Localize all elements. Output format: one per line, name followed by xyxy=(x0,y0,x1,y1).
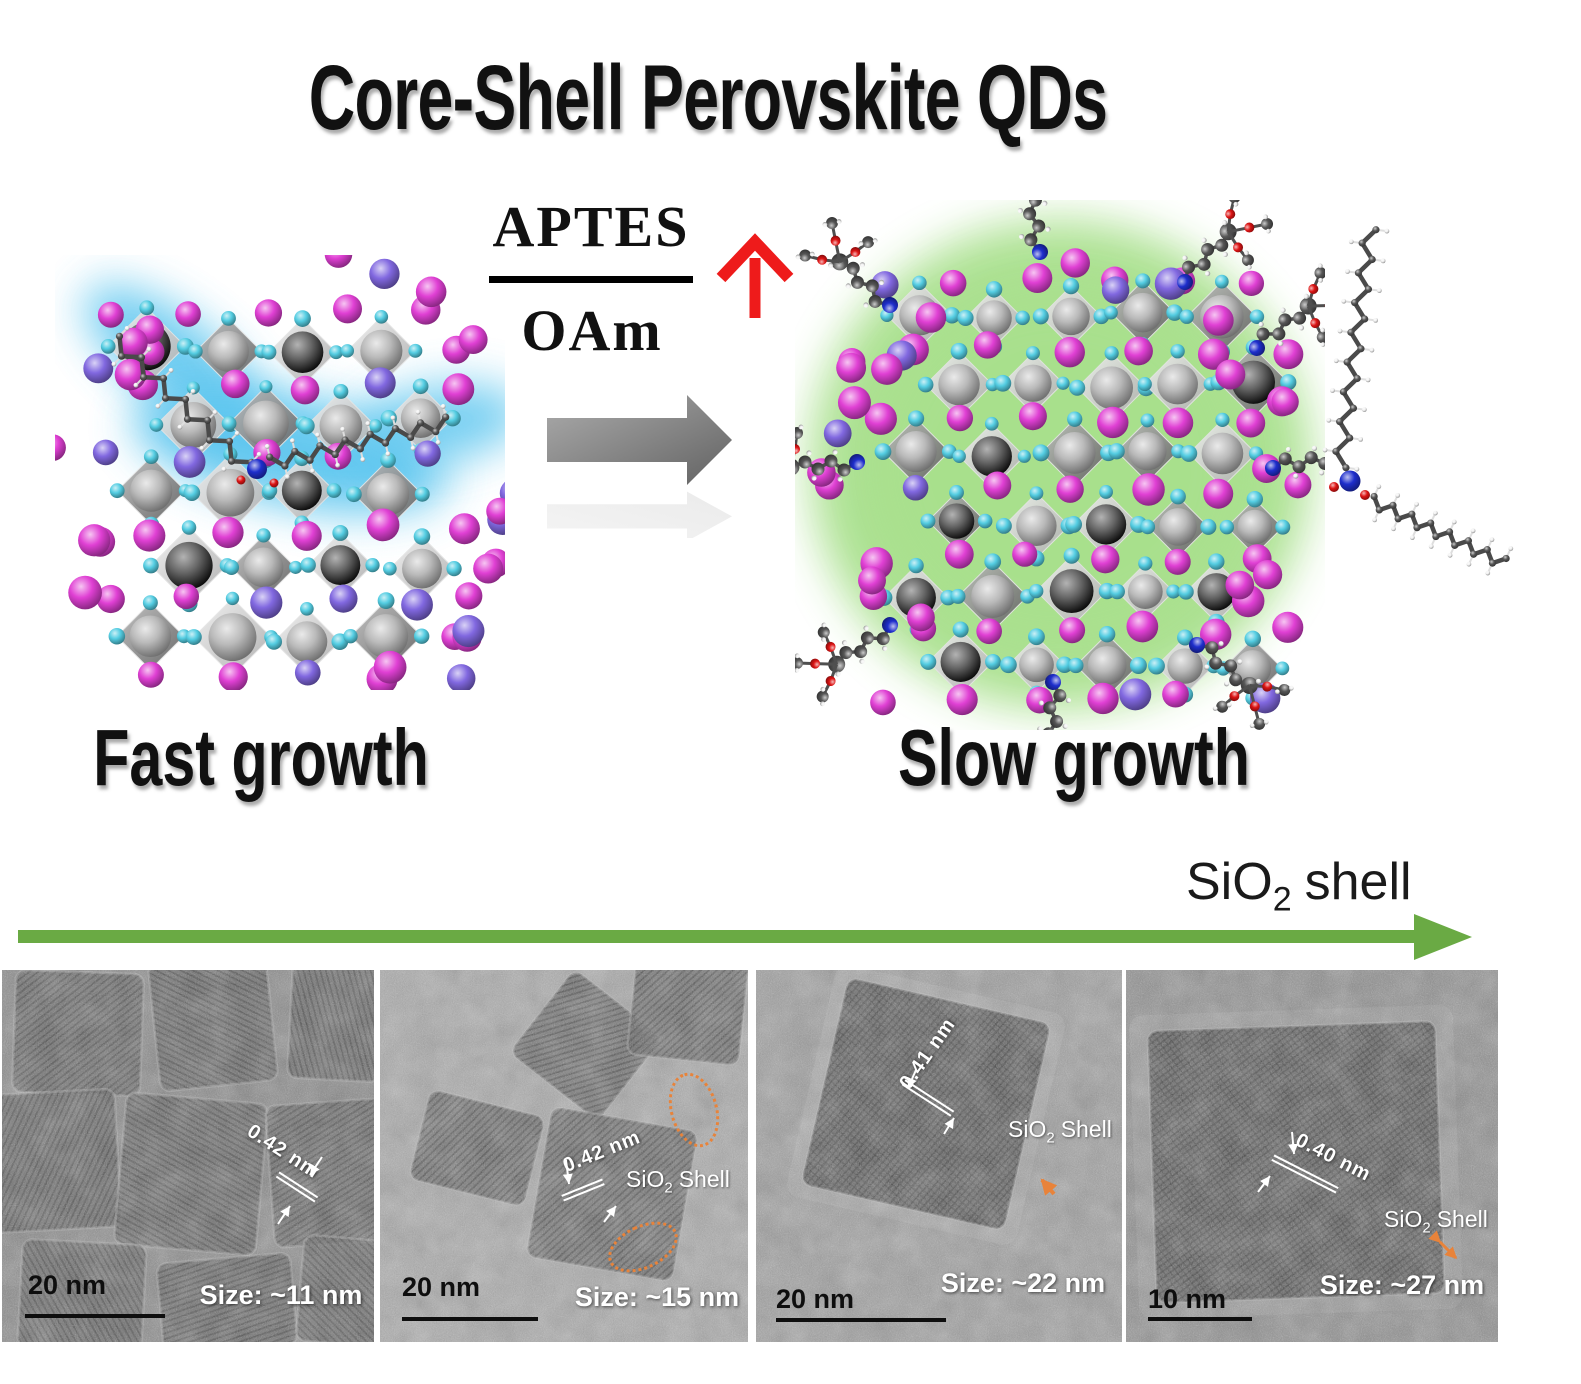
fast-growth-label: Fast growth xyxy=(93,713,429,802)
sio2-shell-arrow-body xyxy=(18,930,1416,943)
sio2-shell-annotation: SiO2 Shell xyxy=(1384,1206,1488,1237)
particle-size-label: Size: ~11 nm xyxy=(199,1280,363,1310)
shell-prefix: SiO xyxy=(1008,1116,1047,1142)
figure-title: Core-Shell Perovskite QDs xyxy=(308,47,1108,149)
scale-bar xyxy=(25,1314,165,1318)
shell-suffix: Shell xyxy=(678,1166,730,1192)
scale-bar xyxy=(1148,1317,1252,1321)
shell-width-orange-arrow-icon xyxy=(1428,1230,1458,1260)
shell-sub: 2 xyxy=(664,1179,673,1197)
measure-arrow-icon xyxy=(943,1117,955,1135)
sio2-shell-annotation: SiO2 Shell xyxy=(1008,1116,1112,1147)
shell-prefix: SiO xyxy=(1384,1206,1423,1232)
tem-image-3: 0.41 nm SiO2 Shell 20 nm Size: ~22 nm xyxy=(756,970,1122,1342)
scale-bar-label: 20 nm xyxy=(776,1284,855,1314)
shell-sub: 2 xyxy=(1046,1129,1055,1147)
increase-arrow-icon xyxy=(716,233,794,318)
scale-bar xyxy=(776,1318,946,1322)
sio2-shell-prefix: SiO xyxy=(1186,853,1273,911)
reaction-ratio-numerator: APTES xyxy=(492,194,690,259)
tem-image-1: 0.42 nm 20 nm Size: ~11 nm xyxy=(2,970,374,1342)
shell-suffix: Shell xyxy=(1436,1206,1488,1232)
reaction-ratio-denominator: OAm xyxy=(521,298,663,363)
scale-bar-label: 20 nm xyxy=(402,1272,481,1302)
scale-bar-label: 20 nm xyxy=(28,1270,107,1300)
tem-image-2: 0.42 nm SiO2 Shell 20 nm Size: ~15 nm xyxy=(380,970,748,1342)
measure-arrow-icon xyxy=(562,1159,573,1185)
particle-size-label: Size: ~27 nm xyxy=(1319,1270,1485,1300)
shell-suffix: Shell xyxy=(1060,1116,1112,1142)
oleylamine-ligand-molecule-illustration xyxy=(1322,226,1514,576)
tem-micrograph-3 xyxy=(756,970,1122,1342)
reaction-arrow-icon xyxy=(547,395,732,538)
shell-sub: 2 xyxy=(1422,1219,1431,1237)
measure-arrow-icon xyxy=(309,1156,323,1176)
slow-growth-perovskite-crystal-illustration xyxy=(795,200,1325,730)
sio2-shell-axis-label: SiO2 shell xyxy=(1186,852,1412,919)
scale-bar xyxy=(402,1317,538,1321)
measure-arrow-icon xyxy=(603,1205,617,1223)
measure-arrow-icon xyxy=(1288,1131,1299,1155)
fraction-line xyxy=(489,276,693,283)
shell-pointer-orange-arrow-icon xyxy=(1040,1178,1058,1196)
sio2-shell-suffix: shell xyxy=(1304,853,1412,911)
shell-prefix: SiO xyxy=(626,1166,665,1192)
scale-bar-label: 10 nm xyxy=(1148,1284,1227,1314)
sio2-shell-sub: 2 xyxy=(1272,880,1292,919)
fast-growth-perovskite-crystal-illustration xyxy=(55,255,505,690)
tem-micrograph-4 xyxy=(1126,970,1498,1342)
measure-arrow-icon xyxy=(277,1205,291,1225)
particle-size-label: Size: ~22 nm xyxy=(940,1268,1106,1298)
tem-micrograph-2 xyxy=(380,970,748,1342)
particle-size-label: Size: ~15 nm xyxy=(574,1282,740,1312)
sio2-shell-annotation: SiO2 Shell xyxy=(626,1166,730,1197)
sio2-shell-arrow-head xyxy=(1414,914,1472,960)
tem-micrograph-1 xyxy=(2,970,374,1342)
measure-arrow-icon xyxy=(1257,1175,1271,1193)
tem-image-4: 0.40 nm SiO2 Shell 10 nm Size: ~27 nm xyxy=(1126,970,1498,1342)
slow-growth-label: Slow growth xyxy=(898,713,1250,802)
measure-arrow-icon xyxy=(907,1069,917,1089)
